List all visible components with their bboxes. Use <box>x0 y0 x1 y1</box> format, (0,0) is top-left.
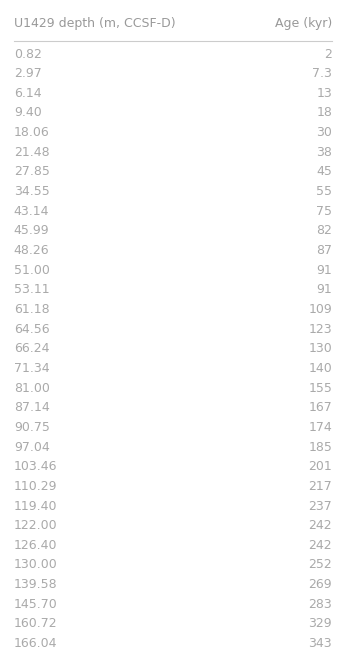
Text: 13: 13 <box>316 87 332 100</box>
Text: 167: 167 <box>308 401 332 414</box>
Text: 329: 329 <box>309 617 332 630</box>
Text: 140: 140 <box>308 362 332 375</box>
Text: 242: 242 <box>309 539 332 552</box>
Text: 185: 185 <box>308 441 332 453</box>
Text: 6.14: 6.14 <box>14 87 42 100</box>
Text: 55: 55 <box>316 185 332 198</box>
Text: 87: 87 <box>316 244 332 257</box>
Text: 166.04: 166.04 <box>14 637 57 650</box>
Text: 126.40: 126.40 <box>14 539 57 552</box>
Text: 18.06: 18.06 <box>14 126 49 139</box>
Text: 139.58: 139.58 <box>14 578 57 591</box>
Text: 27.85: 27.85 <box>14 166 50 178</box>
Text: 123: 123 <box>309 323 332 336</box>
Text: 160.72: 160.72 <box>14 617 57 630</box>
Text: 343: 343 <box>309 637 332 650</box>
Text: 64.56: 64.56 <box>14 323 49 336</box>
Text: 34.55: 34.55 <box>14 185 49 198</box>
Text: 21.48: 21.48 <box>14 146 49 159</box>
Text: 51.00: 51.00 <box>14 264 50 277</box>
Text: 119.40: 119.40 <box>14 500 57 513</box>
Text: 130.00: 130.00 <box>14 558 57 572</box>
Text: 43.14: 43.14 <box>14 205 49 218</box>
Text: 0.82: 0.82 <box>14 48 42 61</box>
Text: 53.11: 53.11 <box>14 283 49 296</box>
Text: 97.04: 97.04 <box>14 441 49 453</box>
Text: 201: 201 <box>308 460 332 473</box>
Text: 269: 269 <box>309 578 332 591</box>
Text: 237: 237 <box>308 500 332 513</box>
Text: 145.70: 145.70 <box>14 598 57 610</box>
Text: 91: 91 <box>316 283 332 296</box>
Text: U1429 depth (m, CCSF-D): U1429 depth (m, CCSF-D) <box>14 16 175 30</box>
Text: 174: 174 <box>308 421 332 434</box>
Text: 283: 283 <box>308 598 332 610</box>
Text: 2.97: 2.97 <box>14 67 42 81</box>
Text: 91: 91 <box>316 264 332 277</box>
Text: 2: 2 <box>324 48 332 61</box>
Text: 82: 82 <box>316 224 332 238</box>
Text: 18: 18 <box>316 106 332 119</box>
Text: 109: 109 <box>308 303 332 316</box>
Text: 110.29: 110.29 <box>14 480 57 493</box>
Text: 7.3: 7.3 <box>312 67 332 81</box>
Text: 90.75: 90.75 <box>14 421 50 434</box>
Text: 9.40: 9.40 <box>14 106 42 119</box>
Text: 71.34: 71.34 <box>14 362 49 375</box>
Text: 61.18: 61.18 <box>14 303 49 316</box>
Text: 103.46: 103.46 <box>14 460 57 473</box>
Text: 130: 130 <box>308 343 332 355</box>
Text: 87.14: 87.14 <box>14 401 49 414</box>
Text: 242: 242 <box>309 519 332 532</box>
Text: 81.00: 81.00 <box>14 381 50 395</box>
Text: 30: 30 <box>316 126 332 139</box>
Text: 252: 252 <box>308 558 332 572</box>
Text: 66.24: 66.24 <box>14 343 49 355</box>
Text: 45: 45 <box>316 166 332 178</box>
Text: 122.00: 122.00 <box>14 519 57 532</box>
Text: 48.26: 48.26 <box>14 244 49 257</box>
Text: Age (kyr): Age (kyr) <box>275 16 332 30</box>
Text: 75: 75 <box>316 205 332 218</box>
Text: 217: 217 <box>308 480 332 493</box>
Text: 38: 38 <box>316 146 332 159</box>
Text: 155: 155 <box>308 381 332 395</box>
Text: 45.99: 45.99 <box>14 224 49 238</box>
